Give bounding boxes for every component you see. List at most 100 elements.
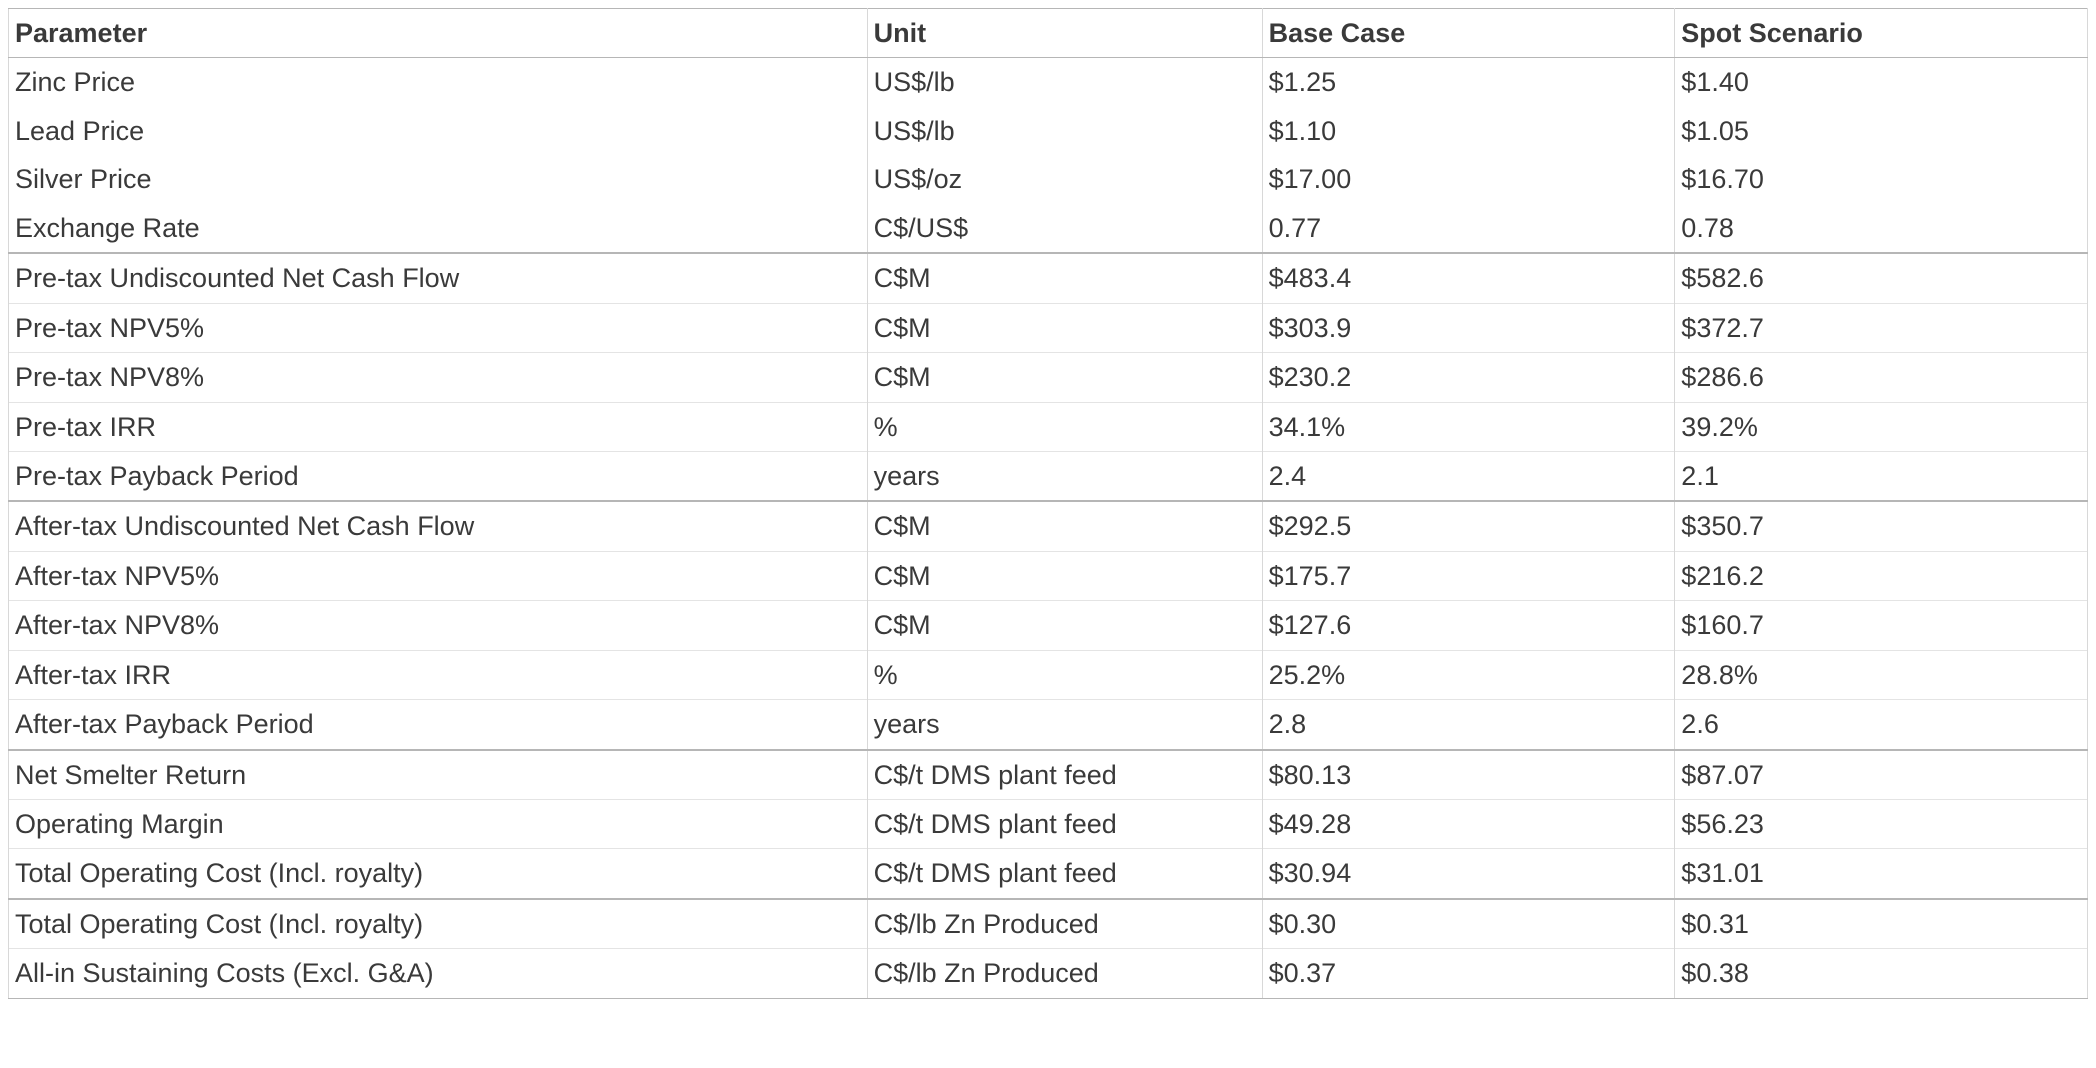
cell-parameter: Pre-tax NPV8% — [9, 353, 868, 402]
cell-base_case: 34.1% — [1262, 402, 1675, 451]
cell-base_case: $1.10 — [1262, 107, 1675, 155]
cell-spot_scenario: 2.6 — [1675, 700, 2088, 750]
table-row: All-in Sustaining Costs (Excl. G&A)C$/lb… — [9, 949, 2088, 998]
cell-unit: C$/t DMS plant feed — [867, 849, 1262, 899]
cell-parameter: Zinc Price — [9, 58, 868, 107]
cell-unit: C$/t DMS plant feed — [867, 800, 1262, 849]
cell-parameter: Silver Price — [9, 155, 868, 203]
cell-unit: C$M — [867, 601, 1262, 650]
cell-base_case: 0.77 — [1262, 204, 1675, 253]
table-row: Exchange RateC$/US$0.770.78 — [9, 204, 2088, 253]
cell-parameter: Pre-tax Payback Period — [9, 451, 868, 501]
table-row: After-tax Payback Periodyears2.82.6 — [9, 700, 2088, 750]
cell-spot_scenario: 28.8% — [1675, 650, 2088, 699]
cell-parameter: Total Operating Cost (Incl. royalty) — [9, 849, 868, 899]
cell-unit: C$M — [867, 501, 1262, 551]
cell-unit: C$/t DMS plant feed — [867, 750, 1262, 800]
cell-base_case: $292.5 — [1262, 501, 1675, 551]
cell-spot_scenario: $350.7 — [1675, 501, 2088, 551]
cell-unit: years — [867, 451, 1262, 501]
cell-unit: C$/lb Zn Produced — [867, 899, 1262, 949]
table-row: After-tax Undiscounted Net Cash FlowC$M$… — [9, 501, 2088, 551]
table-head: ParameterUnitBase CaseSpot Scenario — [9, 9, 2088, 58]
cell-spot_scenario: $160.7 — [1675, 601, 2088, 650]
cell-spot_scenario: $87.07 — [1675, 750, 2088, 800]
cell-unit: C$/US$ — [867, 204, 1262, 253]
table-row: Pre-tax Payback Periodyears2.42.1 — [9, 451, 2088, 501]
cell-unit: C$/lb Zn Produced — [867, 949, 1262, 998]
table-row: Pre-tax NPV5%C$M$303.9$372.7 — [9, 303, 2088, 352]
table-row: After-tax NPV8%C$M$127.6$160.7 — [9, 601, 2088, 650]
cell-spot_scenario: $216.2 — [1675, 551, 2088, 600]
cell-parameter: Pre-tax IRR — [9, 402, 868, 451]
table-row: Total Operating Cost (Incl. royalty)C$/t… — [9, 849, 2088, 899]
cell-unit: % — [867, 402, 1262, 451]
cell-base_case: 2.8 — [1262, 700, 1675, 750]
table-row: Zinc PriceUS$/lb$1.25$1.40 — [9, 58, 2088, 107]
header-unit: Unit — [867, 9, 1262, 58]
cell-parameter: All-in Sustaining Costs (Excl. G&A) — [9, 949, 868, 998]
cell-unit: US$/lb — [867, 58, 1262, 107]
cell-unit: C$M — [867, 551, 1262, 600]
cell-parameter: Operating Margin — [9, 800, 868, 849]
cell-parameter: Net Smelter Return — [9, 750, 868, 800]
cell-parameter: Pre-tax NPV5% — [9, 303, 868, 352]
cell-spot_scenario: $16.70 — [1675, 155, 2088, 203]
cell-base_case: 2.4 — [1262, 451, 1675, 501]
cell-parameter: After-tax NPV5% — [9, 551, 868, 600]
cell-spot_scenario: $1.05 — [1675, 107, 2088, 155]
cell-unit: US$/oz — [867, 155, 1262, 203]
cell-base_case: $230.2 — [1262, 353, 1675, 402]
cell-base_case: $303.9 — [1262, 303, 1675, 352]
cell-unit: C$M — [867, 353, 1262, 402]
financial-parameters-table: ParameterUnitBase CaseSpot Scenario Zinc… — [8, 8, 2088, 999]
cell-parameter: Pre-tax Undiscounted Net Cash Flow — [9, 253, 868, 303]
cell-spot_scenario: 0.78 — [1675, 204, 2088, 253]
cell-base_case: $30.94 — [1262, 849, 1675, 899]
cell-spot_scenario: 2.1 — [1675, 451, 2088, 501]
cell-spot_scenario: $0.31 — [1675, 899, 2088, 949]
header-parameter: Parameter — [9, 9, 868, 58]
cell-spot_scenario: $582.6 — [1675, 253, 2088, 303]
cell-parameter: After-tax NPV8% — [9, 601, 868, 650]
header-base_case: Base Case — [1262, 9, 1675, 58]
cell-spot_scenario: $1.40 — [1675, 58, 2088, 107]
cell-base_case: $0.37 — [1262, 949, 1675, 998]
cell-spot_scenario: $372.7 — [1675, 303, 2088, 352]
cell-unit: years — [867, 700, 1262, 750]
cell-base_case: $17.00 — [1262, 155, 1675, 203]
cell-base_case: $483.4 — [1262, 253, 1675, 303]
cell-spot_scenario: $0.38 — [1675, 949, 2088, 998]
header-row: ParameterUnitBase CaseSpot Scenario — [9, 9, 2088, 58]
table-body: Zinc PriceUS$/lb$1.25$1.40Lead PriceUS$/… — [9, 58, 2088, 998]
cell-spot_scenario: $286.6 — [1675, 353, 2088, 402]
cell-unit: US$/lb — [867, 107, 1262, 155]
cell-unit: C$M — [867, 253, 1262, 303]
cell-spot_scenario: $56.23 — [1675, 800, 2088, 849]
header-spot_scenario: Spot Scenario — [1675, 9, 2088, 58]
table-row: After-tax IRR%25.2%28.8% — [9, 650, 2088, 699]
cell-parameter: Exchange Rate — [9, 204, 868, 253]
cell-base_case: $49.28 — [1262, 800, 1675, 849]
cell-parameter: Total Operating Cost (Incl. royalty) — [9, 899, 868, 949]
table-row: Net Smelter ReturnC$/t DMS plant feed$80… — [9, 750, 2088, 800]
cell-base_case: $1.25 — [1262, 58, 1675, 107]
table-row: Pre-tax Undiscounted Net Cash FlowC$M$48… — [9, 253, 2088, 303]
table-row: Total Operating Cost (Incl. royalty)C$/l… — [9, 899, 2088, 949]
cell-spot_scenario: 39.2% — [1675, 402, 2088, 451]
cell-unit: C$M — [867, 303, 1262, 352]
cell-base_case: $127.6 — [1262, 601, 1675, 650]
cell-unit: % — [867, 650, 1262, 699]
table-row: Pre-tax NPV8%C$M$230.2$286.6 — [9, 353, 2088, 402]
table-row: Pre-tax IRR%34.1%39.2% — [9, 402, 2088, 451]
table-row: Lead PriceUS$/lb$1.10$1.05 — [9, 107, 2088, 155]
cell-parameter: After-tax Undiscounted Net Cash Flow — [9, 501, 868, 551]
cell-spot_scenario: $31.01 — [1675, 849, 2088, 899]
table-row: Silver PriceUS$/oz$17.00$16.70 — [9, 155, 2088, 203]
cell-base_case: $175.7 — [1262, 551, 1675, 600]
cell-parameter: Lead Price — [9, 107, 868, 155]
cell-base_case: $80.13 — [1262, 750, 1675, 800]
cell-base_case: $0.30 — [1262, 899, 1675, 949]
cell-base_case: 25.2% — [1262, 650, 1675, 699]
cell-parameter: After-tax IRR — [9, 650, 868, 699]
